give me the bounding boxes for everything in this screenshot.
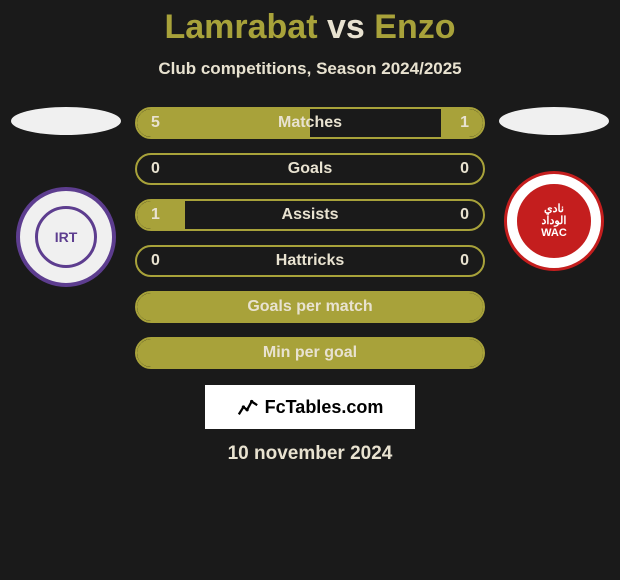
player2-silhouette-icon — [499, 107, 609, 135]
stat-value-left: 0 — [151, 252, 160, 270]
stat-value-left: 0 — [151, 160, 160, 178]
main-row: IRT 5Matches10Goals01Assists00Hattricks0… — [0, 107, 620, 369]
stat-bar: Goals per match — [135, 291, 485, 323]
stat-value-right: 0 — [460, 252, 469, 270]
left-side-col: IRT — [9, 107, 123, 287]
team1-logo-text: IRT — [35, 206, 97, 268]
stat-value-left: 1 — [151, 206, 160, 224]
stat-label: Goals — [288, 160, 332, 178]
chart-icon — [237, 396, 259, 418]
title-vs: vs — [327, 8, 365, 46]
page-title: Lamrabat vs Enzo — [0, 8, 620, 47]
date: 10 november 2024 — [0, 443, 620, 465]
stat-bar: 0 Hattricks 0 — [135, 245, 485, 277]
team2-logo-text: نادي الوداد WAC — [517, 184, 591, 258]
stat-label: Goals per match — [247, 298, 372, 316]
stat-value-left: 5 — [151, 114, 160, 132]
watermark: FcTables.com — [205, 385, 415, 429]
title-player1: Lamrabat — [164, 8, 317, 46]
subtitle: Club competitions, Season 2024/2025 — [0, 59, 620, 79]
stat-label: Min per goal — [263, 344, 357, 362]
player1-silhouette-icon — [11, 107, 121, 135]
stat-bar: Min per goal — [135, 337, 485, 369]
stat-bar: 0 Goals 0 — [135, 153, 485, 185]
stat-bar: 1 Assists 0 — [135, 199, 485, 231]
right-side-col: نادي الوداد WAC — [497, 107, 611, 271]
stat-bars: 5 Matches 1 0 Goals 0 1 Assists 0 0 Hattricks 0 Goal… — [135, 107, 485, 369]
stat-label: Hattricks — [276, 252, 344, 270]
stat-label: Assists — [282, 206, 339, 224]
stat-value-right: 0 — [460, 206, 469, 224]
stat-fill-left — [137, 201, 185, 229]
team2-logo: نادي الوداد WAC — [504, 171, 604, 271]
stat-value-right: 1 — [460, 114, 469, 132]
stat-label: Matches — [278, 114, 342, 132]
stat-value-right: 0 — [460, 160, 469, 178]
infographic-root: Lamrabat vs Enzo Club competitions, Seas… — [0, 0, 620, 580]
title-player2: Enzo — [374, 8, 455, 46]
team1-logo: IRT — [16, 187, 116, 287]
stat-bar: 5 Matches 1 — [135, 107, 485, 139]
watermark-text: FcTables.com — [265, 397, 384, 418]
